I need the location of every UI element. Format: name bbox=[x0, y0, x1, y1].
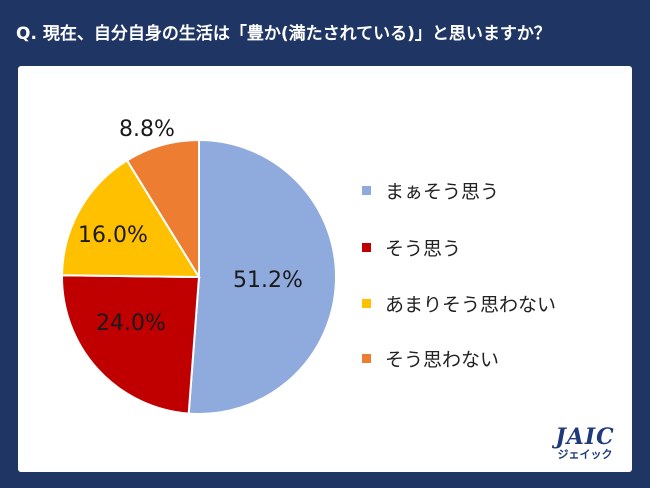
pie-slice-3 bbox=[60, 159, 201, 279]
pie-slice-1 bbox=[187, 138, 337, 415]
legend-label: まぁそう思う bbox=[385, 180, 500, 203]
legend-swatch bbox=[362, 298, 371, 308]
legend-item-3: あまりそう思わない bbox=[362, 288, 556, 318]
legend-item-4: そう思わない bbox=[362, 343, 499, 373]
pie-slice-4 bbox=[125, 138, 200, 281]
chart-title: Q. 現在、自分自身の生活は「豊か(満たされている)」と思いますか？ bbox=[16, 23, 551, 44]
legend-swatch bbox=[362, 353, 371, 363]
legend-item-1: まぁそう思う bbox=[362, 175, 499, 205]
data-label-3: 16.0% bbox=[78, 223, 148, 248]
jaic-logo: JAIC ジェイック bbox=[545, 426, 625, 464]
legend-item-2: そう思う bbox=[362, 232, 461, 262]
legend-label: そう思わない bbox=[385, 348, 500, 371]
legend-swatch bbox=[362, 185, 371, 195]
legend-label: あまりそう思わない bbox=[385, 293, 557, 316]
pie-labels: 51.2% 24.0% 16.0% 8.8% bbox=[78, 117, 303, 336]
logo-main-text: JAIC bbox=[555, 424, 615, 450]
data-label-2: 24.0% bbox=[96, 311, 166, 336]
pie-slices bbox=[60, 138, 337, 415]
legend-label: そう思う bbox=[385, 237, 462, 260]
legend-swatch bbox=[362, 242, 371, 252]
data-label-4: 8.8% bbox=[119, 117, 175, 142]
pie-slice-2 bbox=[61, 274, 201, 415]
data-label-1: 51.2% bbox=[233, 268, 303, 293]
logo-sub-text: ジェイック bbox=[557, 448, 613, 461]
